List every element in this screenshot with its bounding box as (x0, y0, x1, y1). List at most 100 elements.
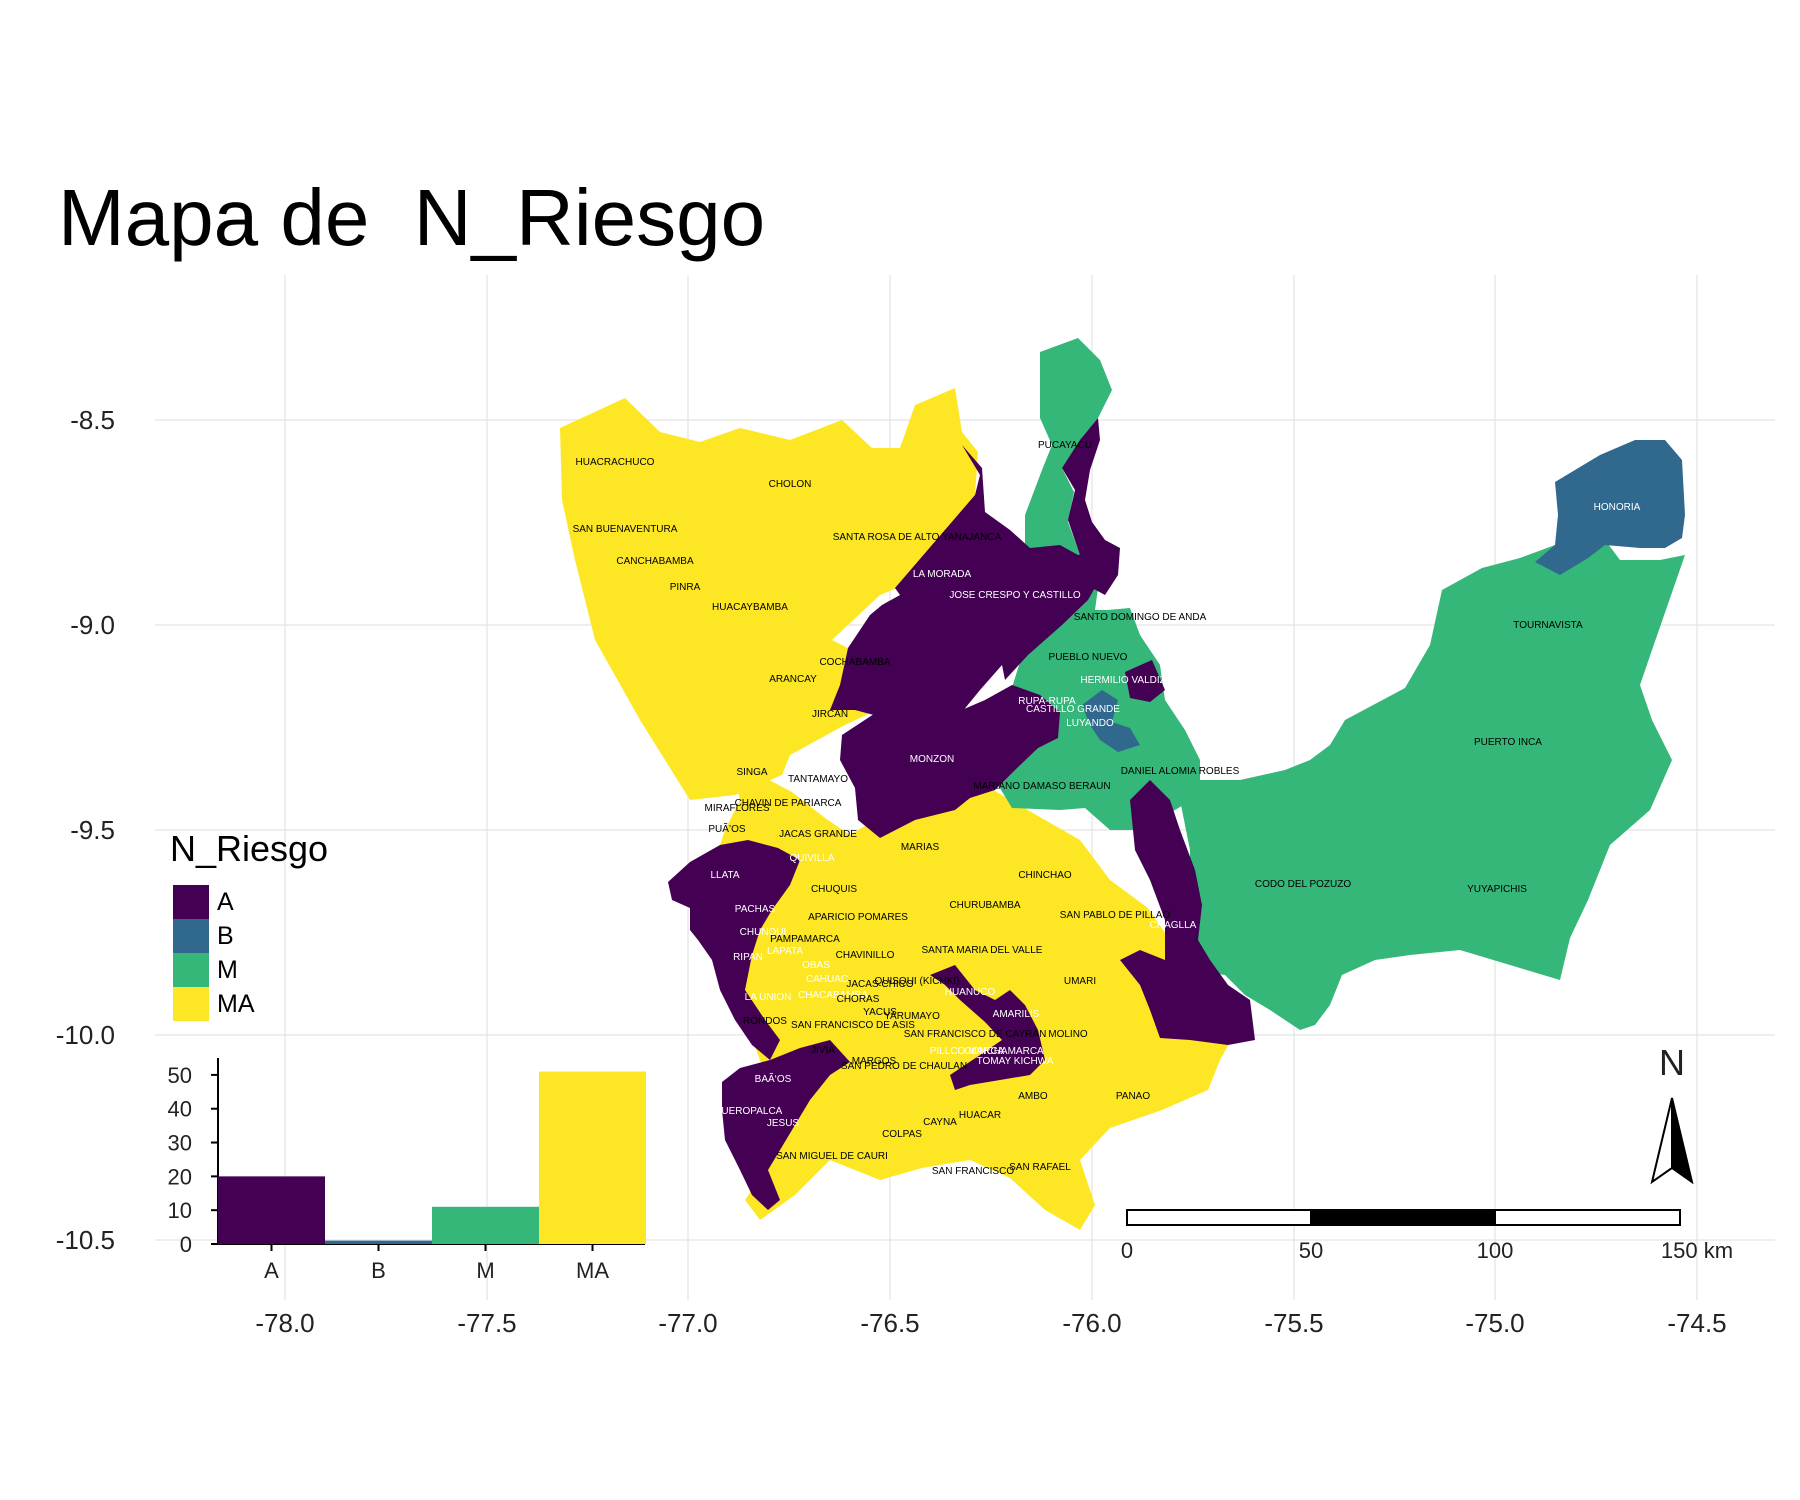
district-label: UMARI (1064, 976, 1096, 987)
region-monzon-a (840, 685, 1060, 838)
district-label: PUEBLO NUEVO (1049, 652, 1128, 663)
district-label: CAHUAC (806, 974, 848, 985)
scale-bar-label: 0 (1121, 1238, 1133, 1263)
north-label: N (1659, 1042, 1685, 1083)
district-label: MARIAS (901, 842, 940, 853)
y-tick-label: -8.5 (70, 405, 115, 435)
x-tick-label: -76.0 (1062, 1308, 1121, 1338)
district-labels: HUACRACHUCO CHOLON SAN BUENAVENTURA SANTA R… (573, 440, 1641, 1177)
district-label: PACHAS (735, 904, 776, 915)
district-label: PUERTO INCA (1474, 737, 1542, 748)
district-label: PINRA (670, 582, 701, 593)
district-label: PANAO (1116, 1091, 1150, 1102)
inset-x-tick-label: B (371, 1258, 386, 1283)
legend-label-b: B (217, 921, 234, 950)
region-banos-a (722, 1040, 850, 1210)
inset-bar-b (325, 1240, 432, 1244)
district-label: CHORAS (837, 994, 880, 1005)
inset-y-tick-label: 0 (180, 1232, 192, 1257)
district-label: LLATA (710, 870, 739, 881)
district-label: AMBO (1018, 1091, 1048, 1102)
district-label: JACAS CHICO (846, 979, 913, 990)
district-label: TANTAMAYO (788, 774, 848, 785)
inset-bar-a (218, 1176, 325, 1244)
x-tick-label: -76.5 (860, 1308, 919, 1338)
district-label: SANTA ROSA DE ALTO YANAJANCA (833, 532, 1002, 543)
district-label: SAN FRANCISCO DE ASIS (791, 1020, 915, 1031)
district-label: COLPAS (882, 1129, 922, 1140)
district-label: PAMPAMARCA (770, 934, 840, 945)
district-label: CHURUBAMBA (949, 900, 1020, 911)
district-label: YUYAPICHIS (1467, 884, 1527, 895)
scale-bar-label: 100 (1477, 1238, 1514, 1263)
legend-key-a (173, 885, 209, 919)
district-label: CODO DEL POZUZO (1255, 879, 1352, 890)
district-label: SAN FRANCISCO (932, 1166, 1014, 1177)
district-label: PUÃ’OS (708, 822, 746, 835)
district-label: YARUMAYO (884, 1011, 940, 1022)
district-label: JESUS (767, 1118, 800, 1129)
inset-x-tick-label: A (264, 1258, 279, 1283)
district-label: LA UNION (745, 992, 792, 1003)
scale-bar-segment-1 (1126, 1209, 1312, 1226)
x-tick-label: -75.0 (1465, 1308, 1524, 1338)
district-label: SAN FRANCISCO DE CAYRAN (904, 1029, 1047, 1040)
region-pucayacu-a (1062, 418, 1120, 595)
district-label: YACUS (863, 1007, 897, 1018)
district-label: JOSE CRESPO Y CASTILLO (949, 590, 1081, 601)
district-label: HUACAR (959, 1110, 1001, 1121)
district-label: PILLCO MARCA (930, 1046, 1005, 1057)
legend-label-a: A (217, 887, 234, 916)
district-label: MONZON (910, 754, 954, 765)
y-axis: -8.5 -9.0 -9.5 -10.0 -10.5 (56, 405, 115, 1255)
district-label: AMARILIS (993, 1009, 1040, 1020)
district-label: CHAVIN DE PARIARCA (735, 798, 842, 809)
district-label: HUACRACHUCO (576, 457, 655, 468)
inset-y-tick-label: 40 (168, 1097, 192, 1122)
page-title: Mapa de N_Riesgo (58, 173, 766, 262)
scale-bar-label: 150 km (1661, 1238, 1733, 1263)
district-label: TOMAY KICHWA (977, 1056, 1054, 1067)
inset-y-tick-label: 30 (168, 1131, 192, 1156)
district-label: OBAS (802, 960, 830, 971)
district-label: QUIVILLA (789, 853, 834, 864)
district-label: SAN PABLO DE PILLAO (1060, 910, 1171, 921)
district-label: MARIANO DAMASO BERAUN (973, 781, 1110, 792)
district-label: TOURNAVISTA (1513, 620, 1583, 631)
region-amarilis-a (930, 965, 1045, 1090)
region-east-m (1175, 540, 1685, 1030)
district-label: ARANCAY (769, 674, 817, 685)
x-tick-label: -77.5 (457, 1308, 516, 1338)
district-label: CHOLON (769, 479, 812, 490)
region-central-a (830, 445, 1102, 722)
district-label: HONORIA (1594, 502, 1641, 513)
district-label: SANTA MARIA DEL VALLE (922, 945, 1043, 956)
district-label: JIVIA (811, 1045, 835, 1056)
district-label: MOLINO (1048, 1029, 1088, 1040)
inset-bar-chart: A B M MA 0 10 20 30 40 50 (168, 1058, 646, 1283)
x-tick-label: -75.5 (1264, 1308, 1323, 1338)
district-label: RIPAN (733, 952, 763, 963)
district-label: HUACAYBAMBA (712, 602, 788, 613)
district-label: MIRAFLORES (704, 803, 769, 814)
legend-label-m: M (217, 955, 238, 984)
x-tick-label: -78.0 (255, 1308, 314, 1338)
district-label: COCHABAMBA (819, 657, 890, 668)
legend-title: N_Riesgo (170, 828, 329, 869)
district-label: CAYNA (923, 1117, 957, 1128)
district-label: CHUQUIS (811, 884, 857, 895)
north-arrow-icon: N (1650, 1042, 1694, 1185)
region-chaglla-a (1120, 780, 1255, 1045)
district-label: CHAVINILLO (836, 950, 895, 961)
district-label: RONDOS (743, 1016, 787, 1027)
district-label: HUANUCO (945, 987, 996, 998)
inset-x-tick-label: M (476, 1258, 494, 1283)
district-label: MARGOS (852, 1056, 897, 1067)
district-label: JACAS GRANDE (779, 829, 857, 840)
district-label: CHACABAMBA (798, 990, 868, 1001)
district-label: CANCHABAMBA (616, 556, 694, 567)
legend-label-ma: MA (217, 989, 255, 1018)
legend-item-ma: MA (173, 987, 255, 1021)
district-label: DANIEL ALOMIA ROBLES (1121, 766, 1240, 777)
